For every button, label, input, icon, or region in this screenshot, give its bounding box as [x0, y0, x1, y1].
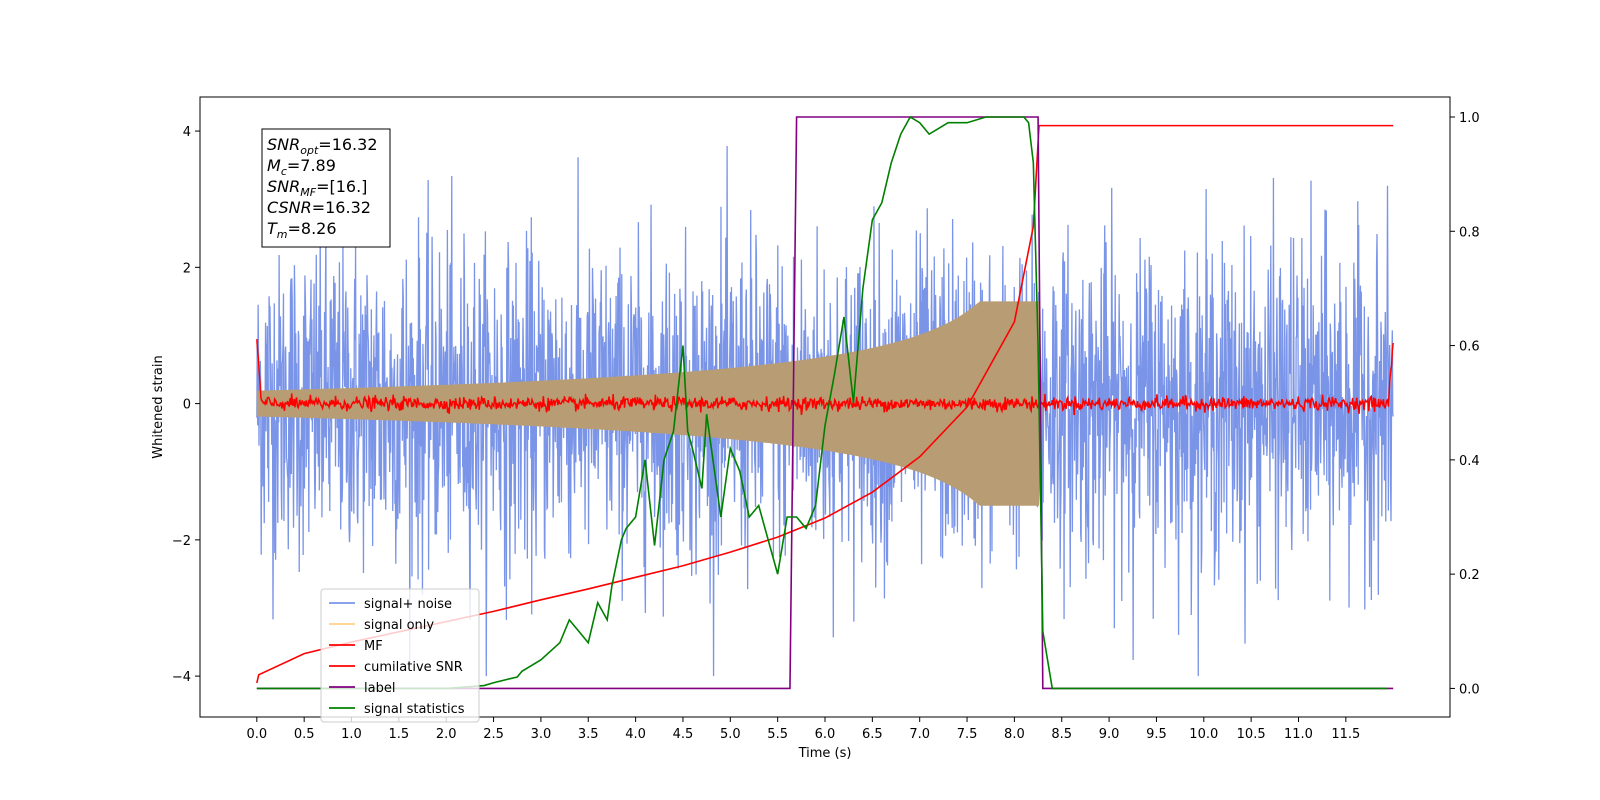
y-tick-label: 4 — [183, 125, 191, 140]
annotation-line: SNRMF=[16.] — [267, 177, 367, 199]
x-tick-label: 3.5 — [578, 727, 599, 742]
x-tick-label: 5.5 — [767, 727, 788, 742]
x-tick-label: 2.0 — [436, 727, 457, 742]
y-tick-label: 2 — [183, 261, 191, 276]
series-mf — [256, 339, 1394, 416]
x-axis: 0.0 0.5 1.0 1.5 2.0 2.5 3.0 3.5 4.0 4.5 5.0 5.5 6.0 6… — [246, 717, 1360, 742]
x-tick-label: 3.0 — [531, 727, 552, 742]
y-axis-left: −4 −2 0 2 4 — [172, 125, 200, 685]
y2-tick-label: 1.0 — [1459, 111, 1480, 126]
x-tick-label: 0.5 — [294, 727, 315, 742]
legend-entry: cumilative SNR — [364, 660, 463, 675]
series-signal-statistics — [256, 115, 1388, 690]
x-tick-label: 5.0 — [720, 727, 741, 742]
legend-entry: MF — [364, 639, 383, 654]
annotation-line: Tm=8.26 — [267, 219, 337, 241]
y-tick-label: −2 — [172, 534, 191, 549]
x-tick-label: 7.5 — [957, 727, 978, 742]
legend: signal+ noise signal only MF cumilative SNR… — [320, 588, 480, 723]
y2-tick-label: 0.0 — [1459, 682, 1480, 697]
annotation-line: SNRopt=16.32 — [267, 135, 378, 157]
annotation-box: SNRopt=16.32Mc=7.89SNRMF=[16.]CSNR=16.32… — [261, 128, 391, 248]
y2-tick-label: 0.4 — [1459, 454, 1480, 469]
legend-entry: signal+ noise — [364, 597, 452, 612]
x-tick-label: 2.5 — [483, 727, 504, 742]
x-tick-label: 4.0 — [625, 727, 646, 742]
annotation-frame — [261, 128, 391, 248]
y-axis-label: Whitened strain — [151, 355, 166, 458]
x-tick-label: 1.0 — [341, 727, 362, 742]
x-tick-label: 11.0 — [1284, 727, 1313, 742]
x-tick-label: 10.5 — [1237, 727, 1266, 742]
x-tick-label: 10.0 — [1189, 727, 1218, 742]
y2-tick-label: 0.8 — [1459, 225, 1480, 240]
legend-entry: signal statistics — [364, 702, 465, 717]
series-signal-only — [256, 301, 1043, 506]
y-axis-right: 0.0 0.2 0.4 0.6 0.8 1.0 — [1450, 111, 1480, 697]
x-tick-label: 4.5 — [673, 727, 694, 742]
x-tick-label: 6.0 — [815, 727, 836, 742]
legend-entry: signal only — [364, 618, 434, 633]
y2-tick-label: 0.6 — [1459, 340, 1480, 355]
annotation-line: Mc=7.89 — [267, 156, 336, 178]
x-tick-label: 8.5 — [1051, 727, 1072, 742]
annotation-line: CSNR=16.32 — [267, 198, 371, 217]
x-tick-label: 0.0 — [246, 727, 267, 742]
legend-frame — [320, 588, 480, 723]
x-tick-label: 9.0 — [1099, 727, 1120, 742]
x-tick-label: 9.5 — [1146, 727, 1167, 742]
x-tick-label: 1.5 — [389, 727, 410, 742]
x-tick-label: 11.5 — [1331, 727, 1360, 742]
x-tick-label: 8.0 — [1004, 727, 1025, 742]
y2-tick-label: 0.2 — [1459, 568, 1480, 583]
x-tick-label: 6.5 — [862, 727, 883, 742]
legend-entry: label — [364, 681, 395, 696]
y-tick-label: 0 — [183, 398, 191, 413]
y-tick-label: −4 — [172, 670, 191, 685]
x-axis-label: Time (s) — [798, 746, 852, 761]
x-tick-label: 7.0 — [909, 727, 930, 742]
